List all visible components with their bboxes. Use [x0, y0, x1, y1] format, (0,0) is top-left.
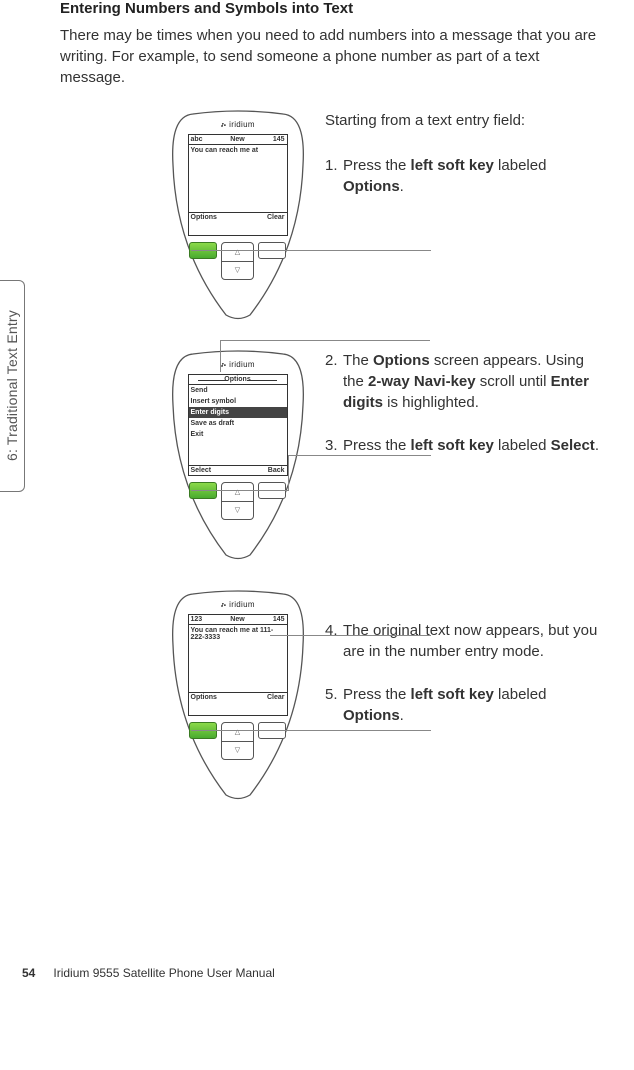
step-number: 3.	[325, 435, 343, 456]
phone-screen-3: 123 145 New You can reach me at 111-222-…	[188, 614, 288, 716]
softkey-right-label: Clear	[267, 694, 285, 701]
navi-down-icon: ▽	[222, 502, 253, 520]
navi-up-icon: △	[222, 243, 253, 262]
footer-title: Iridium 9555 Satellite Phone User Manual	[53, 966, 274, 980]
step-number: 1.	[325, 155, 343, 197]
step-number: 5.	[325, 684, 343, 726]
step-1: 1. Press the left soft key labeled Optio…	[325, 155, 606, 197]
phone-illustration-3: iridium 123 145 New You can reach me at …	[168, 590, 308, 800]
option-item: Enter digits	[189, 407, 287, 418]
navi-down-icon: ▽	[222, 742, 253, 760]
navi-up-icon: △	[222, 723, 253, 742]
option-item: Exit	[189, 429, 287, 440]
brand-label: iridium	[168, 360, 308, 369]
softkey-right-label: Clear	[267, 214, 285, 221]
section-heading: Entering Numbers and Symbols into Text	[60, 0, 606, 17]
side-tab: 6: Traditional Text Entry	[0, 280, 25, 492]
softkey-left-label: Options	[191, 214, 217, 221]
softkey-left-label: Select	[191, 467, 212, 474]
phone-screen-2: Options SendInsert symbolEnter digitsSav…	[188, 374, 288, 476]
phone-illustration-2: iridium Options SendInsert symbolEnter d…	[168, 350, 308, 560]
screen-title: Options	[189, 375, 287, 385]
navi-key[interactable]: △ ▽	[221, 482, 254, 520]
navi-down-icon: ▽	[222, 262, 253, 280]
phone-illustration-1: iridium abc 145 New You can reach me at …	[168, 110, 308, 320]
navi-key[interactable]: △ ▽	[221, 242, 254, 280]
intro-paragraph: There may be times when you need to add …	[60, 25, 606, 88]
step-5: 5. Press the left soft key labeled Optio…	[325, 684, 606, 726]
phone-screen-1: abc 145 New You can reach me at Options …	[188, 134, 288, 236]
option-item: Save as draft	[189, 418, 287, 429]
step-3: 3. Press the left soft key labeled Selec…	[325, 435, 606, 456]
side-tab-label: 6: Traditional Text Entry	[4, 310, 20, 461]
navi-key[interactable]: △ ▽	[221, 722, 254, 760]
step-row-2: iridium Options SendInsert symbolEnter d…	[60, 350, 606, 560]
option-item: Send	[189, 385, 287, 396]
navi-up-icon: △	[222, 483, 253, 502]
screen-title: New	[189, 616, 287, 623]
lead-text: Starting from a text entry field:	[325, 110, 606, 131]
brand-label: iridium	[168, 120, 308, 129]
options-list: SendInsert symbolEnter digitsSave as dra…	[189, 385, 287, 440]
screen-body: You can reach me at	[189, 145, 287, 213]
step-body: The original text now appears, but you a…	[343, 620, 606, 662]
softkey-left-label: Options	[191, 694, 217, 701]
step-row-3: iridium 123 145 New You can reach me at …	[60, 590, 606, 800]
page-footer: 54 Iridium 9555 Satellite Phone User Man…	[0, 966, 275, 980]
step-4: 4. The original text now appears, but yo…	[325, 620, 606, 662]
step-number: 2.	[325, 350, 343, 413]
softkey-right-label: Back	[268, 467, 285, 474]
page-number: 54	[22, 966, 35, 980]
step-body: The Options screen appears. Using the 2-…	[343, 350, 606, 413]
step-number: 4.	[325, 620, 343, 662]
screen-title: New	[189, 136, 287, 143]
step-row-1: iridium abc 145 New You can reach me at …	[60, 110, 606, 320]
step-body: Press the left soft key labeled Options.	[343, 684, 606, 726]
step-body: Press the left soft key labeled Options.	[343, 155, 606, 197]
option-item: Insert symbol	[189, 396, 287, 407]
brand-label: iridium	[168, 600, 308, 609]
step-2: 2. The Options screen appears. Using the…	[325, 350, 606, 413]
step-body: Press the left soft key labeled Select.	[343, 435, 606, 456]
